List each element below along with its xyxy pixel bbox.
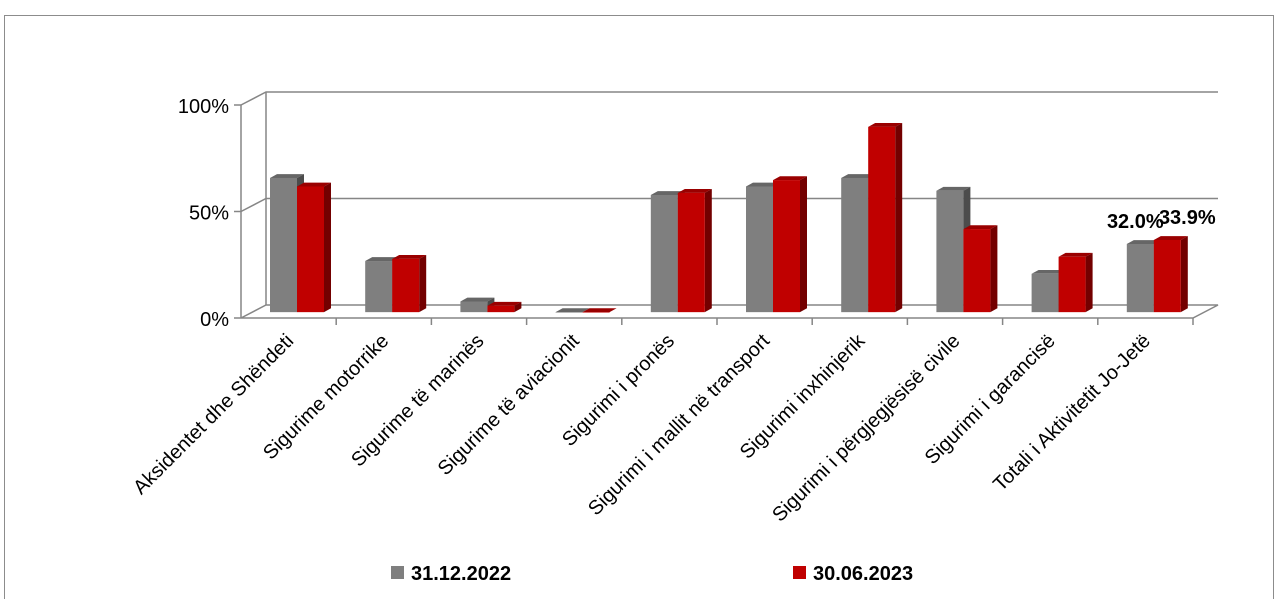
bar-0-3 (555, 308, 590, 313)
legend-label: 31.12.2022 (411, 563, 511, 585)
y-tick-label: 0% (200, 309, 229, 331)
data-label: 33.9% (1159, 207, 1216, 229)
bar-1-5 (773, 176, 807, 313)
bar-1-3 (582, 308, 617, 313)
y-axis-ticks: 0% 50% 100% (178, 96, 241, 331)
bar-1-9 (1153, 236, 1188, 313)
bar-1-6 (868, 122, 903, 313)
bars (270, 122, 1188, 313)
legend-swatch (793, 566, 806, 579)
y-tick-label: 100% (178, 96, 229, 118)
gridlines (240, 91, 1218, 213)
data-labels: 32.0%33.9% (1107, 207, 1216, 233)
legend-swatch (391, 566, 404, 579)
gridline (240, 91, 1218, 106)
legend: 31.12.2022 30.06.2023 (391, 563, 913, 585)
category-label: Sigurimi i mallit në transport (584, 330, 774, 520)
bar-1-2 (487, 301, 522, 313)
y-tick-label: 50% (189, 203, 229, 225)
data-label: 32.0% (1107, 211, 1164, 233)
bar-1-1 (392, 255, 427, 313)
bar-1-8 (1058, 252, 1093, 313)
floor (240, 304, 1219, 319)
bar-1-7 (963, 225, 998, 313)
category-label: Totali i Aktivitetit Jo-Jetë (989, 330, 1155, 496)
legend-label: 30.06.2023 (813, 563, 913, 585)
category-label: Aksidentet dhe Shëndeti (129, 330, 298, 499)
bar-1-0 (297, 182, 331, 313)
bar-1-4 (677, 189, 712, 313)
gridline (240, 197, 1218, 213)
category-label: Sigurimi i përgjegjësisë civile (768, 330, 964, 526)
